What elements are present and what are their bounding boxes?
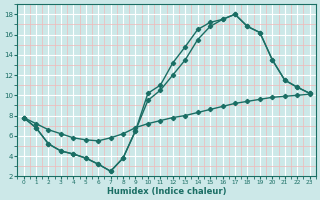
- X-axis label: Humidex (Indice chaleur): Humidex (Indice chaleur): [107, 187, 226, 196]
